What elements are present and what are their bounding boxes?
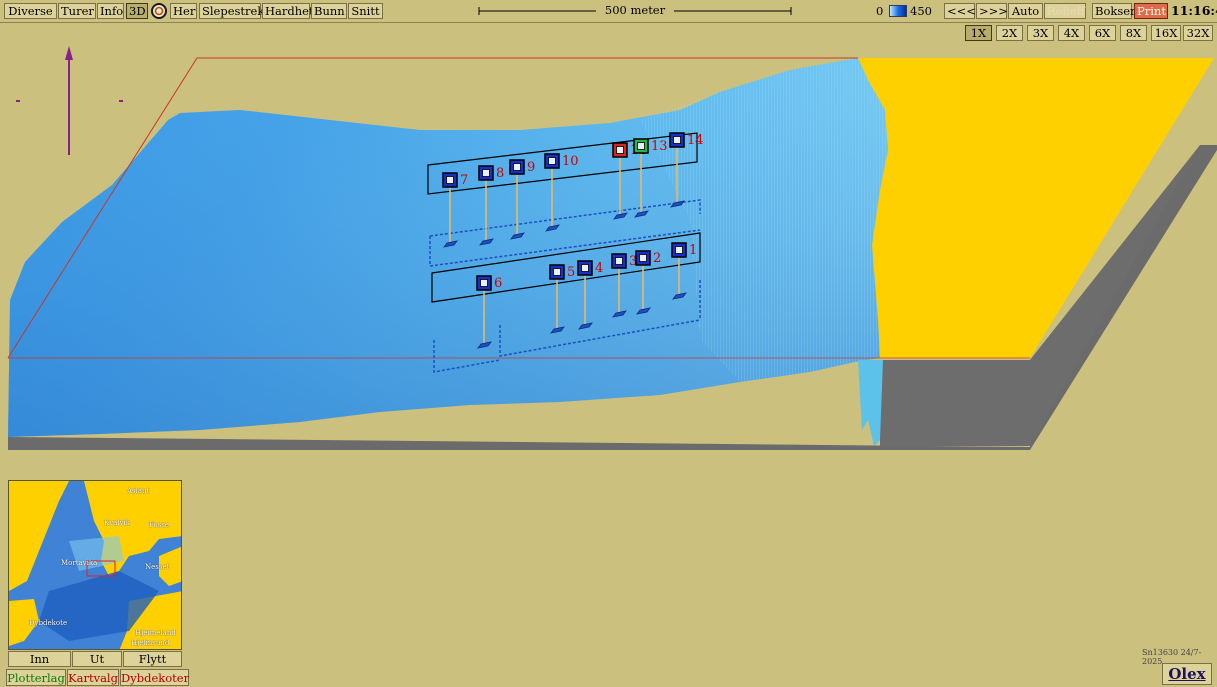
marker-label: 3 <box>629 254 637 269</box>
zoom-3x-button[interactable]: 3X <box>1027 25 1054 41</box>
her-button[interactable]: Her <box>170 3 197 19</box>
mini-map-place: Hjelmsund <box>131 639 170 647</box>
snitt-button[interactable]: Snitt <box>348 3 383 19</box>
dybdekoter-button[interactable]: Dybdekoter <box>120 669 190 686</box>
chart-frame <box>7 57 858 359</box>
mini-map-terrain <box>9 481 181 649</box>
box-shadow-front <box>433 280 701 373</box>
depth-max-label: 450 <box>910 4 932 18</box>
diverse-button[interactable]: Diverse <box>4 3 57 19</box>
scale-bar-line <box>478 7 792 15</box>
slepestrek-button[interactable]: Slepestrek <box>199 3 264 19</box>
marker-label: 2 <box>653 251 661 266</box>
box-outline-front <box>431 232 701 303</box>
depth-color-ramp <box>889 5 907 17</box>
zoom-1x-button[interactable]: 1X <box>965 25 992 41</box>
mini-map-place: Nesset <box>145 563 170 571</box>
zoom-4x-button[interactable]: 4X <box>1058 25 1085 41</box>
marker-label: 5 <box>567 265 575 280</box>
sea-relief-texture <box>640 58 888 382</box>
marker-7[interactable]: 7 <box>442 172 468 248</box>
print-button[interactable]: Print <box>1134 3 1168 19</box>
marker-label: 14 <box>687 133 704 148</box>
move-button[interactable]: Flytt <box>123 651 182 667</box>
zoom-6x-button[interactable]: 6X <box>1089 25 1116 41</box>
land-side-shadow <box>880 145 1200 446</box>
kartvalg-button[interactable]: Kartvalg <box>67 669 119 686</box>
marker-8[interactable]: 8 <box>478 165 504 246</box>
relieff-button[interactable]: Relieff <box>1044 3 1086 19</box>
marker-13[interactable]: 13 <box>633 138 668 218</box>
marker-label: 7 <box>460 173 468 188</box>
marker-label: 10 <box>562 154 579 169</box>
trench <box>858 360 883 446</box>
land-area <box>858 58 1214 358</box>
zoom-16x-button[interactable]: 16X <box>1151 25 1181 41</box>
mini-map-place: Aslaut <box>127 487 150 495</box>
marker-label: 8 <box>496 166 504 181</box>
marker-9[interactable]: 9 <box>509 159 535 240</box>
marker-10[interactable]: 10 <box>544 153 579 232</box>
bunn-button[interactable]: Bunn <box>311 3 347 19</box>
turer-button[interactable]: Turer <box>58 3 96 19</box>
next-button[interactable]: >>> <box>976 3 1008 19</box>
mini-map-place: Kvalvik <box>104 519 131 527</box>
marker-2[interactable]: 2 <box>635 250 661 315</box>
marker-layer: 78910111314654321 <box>442 132 704 349</box>
depth-min-label: 0 <box>876 4 884 18</box>
olex-logo[interactable]: Olex <box>1162 663 1212 685</box>
marker-label: 1 <box>689 243 697 258</box>
north-arrow-icon <box>16 46 123 155</box>
3d-button[interactable]: 3D <box>126 3 148 19</box>
marker-14[interactable]: 14 <box>669 132 704 208</box>
bokser-button[interactable]: Bokser <box>1092 3 1136 19</box>
marker-5[interactable]: 5 <box>549 264 575 334</box>
box-shadow-back <box>429 199 701 267</box>
marker-label: 9 <box>527 160 535 175</box>
marker-label: 13 <box>651 139 668 154</box>
box-outline-back <box>427 132 698 195</box>
scale-label: 500 meter <box>604 3 666 17</box>
zoom-8x-button[interactable]: 8X <box>1120 25 1147 41</box>
marker-label: 4 <box>595 261 603 276</box>
top-toolbar: Diverse Turer Info 3D Her Slepestrek Har… <box>0 0 1217 23</box>
scale-bar: 500 meter <box>478 3 792 17</box>
mini-map-place: Fosse <box>149 521 170 529</box>
info-button[interactable]: Info <box>97 3 124 19</box>
mini-map[interactable]: Aslaut Kvalvik Nesset Hjelmeland Fosse M… <box>8 480 182 650</box>
marker-1[interactable]: 1 <box>671 242 697 300</box>
3d-terrain-view[interactable]: 78910111314654321 <box>0 22 1217 462</box>
clock: 11:16:42 <box>1171 3 1217 18</box>
hardhet-button[interactable]: Hardhet <box>262 3 314 19</box>
zoom-out-button[interactable]: Ut <box>72 651 122 667</box>
zoom-2x-button[interactable]: 2X <box>996 25 1023 41</box>
marker-label: 6 <box>494 276 502 291</box>
mini-map-place: Dybdekote <box>29 619 68 627</box>
marker-3[interactable]: 3 <box>611 253 637 318</box>
zoom-in-button[interactable]: Inn <box>8 651 71 667</box>
version-label: Sn13630 24/7-2025 <box>1142 648 1202 666</box>
marker-6[interactable]: 6 <box>476 275 502 349</box>
prev-button[interactable]: <<< <box>944 3 976 19</box>
mini-map-place: Hjelmeland <box>135 629 176 637</box>
marker-4[interactable]: 4 <box>577 260 603 330</box>
plotterlag-button[interactable]: Plotterlag <box>6 669 66 686</box>
zoom-32x-button[interactable]: 32X <box>1183 25 1213 41</box>
auto-button[interactable]: Auto <box>1008 3 1043 19</box>
compass-icon[interactable] <box>151 3 167 19</box>
mini-map-place: Mortavika <box>61 559 98 567</box>
